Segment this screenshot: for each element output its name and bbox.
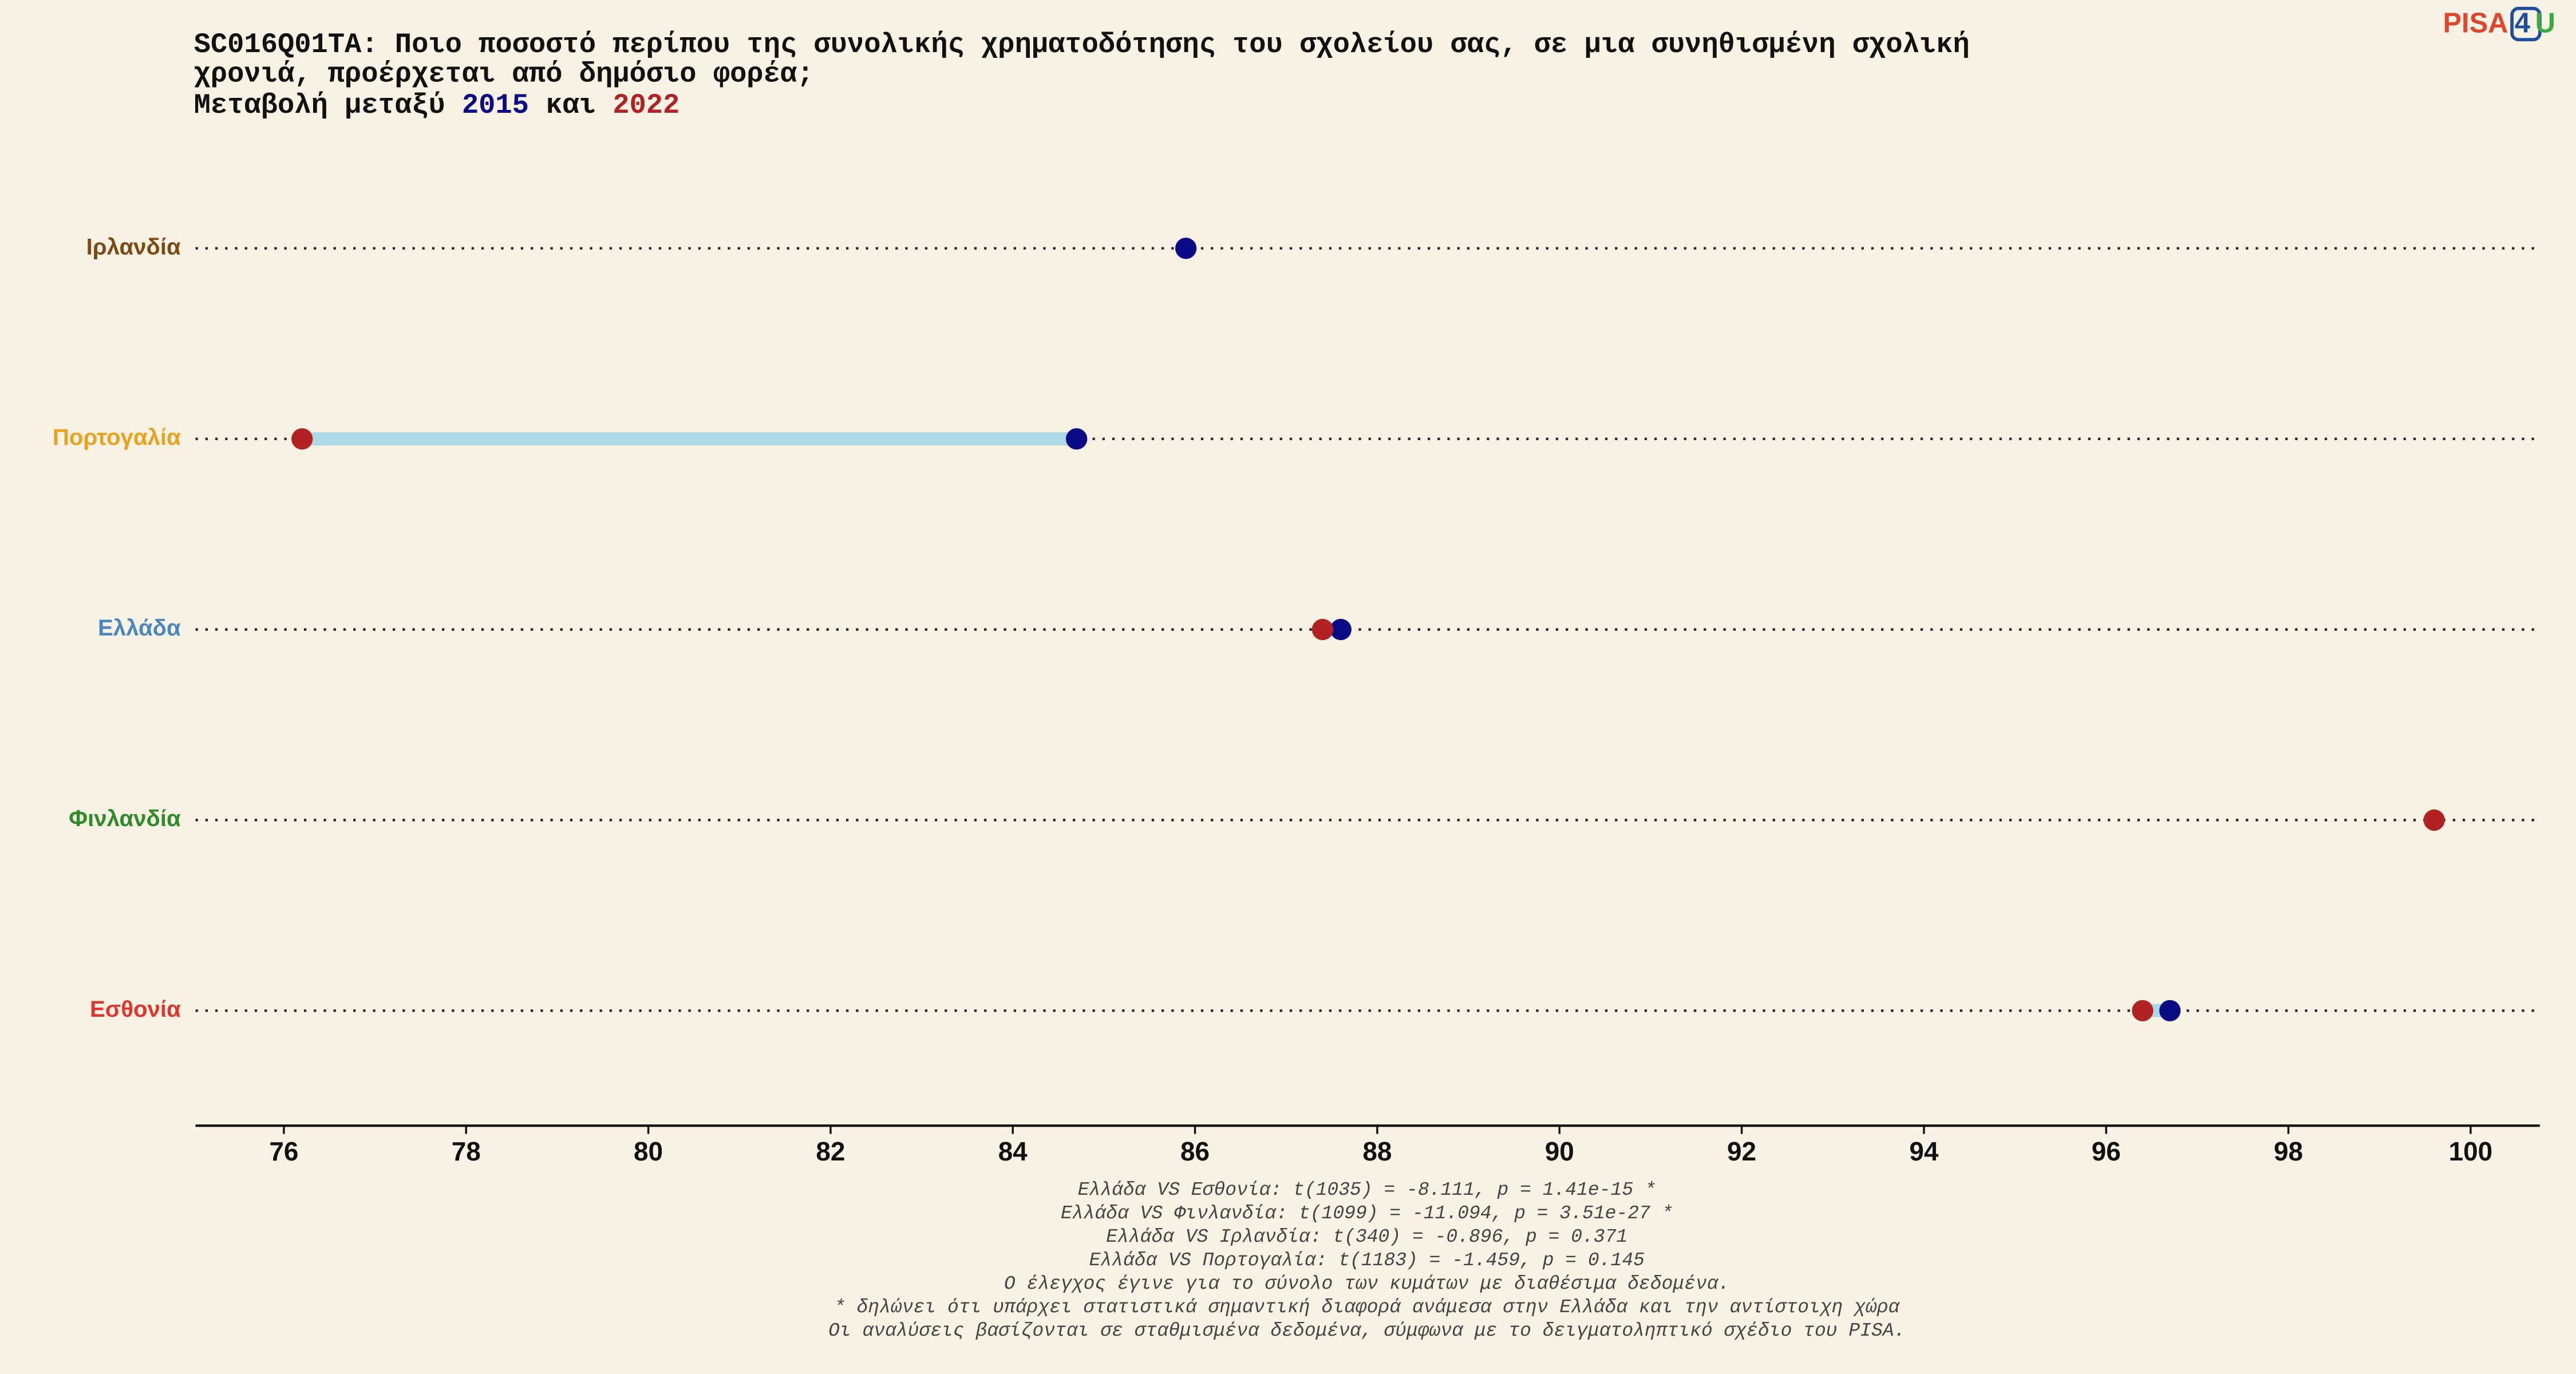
dot <box>291 428 313 450</box>
category-label: Εσθονία <box>90 996 181 1022</box>
dot <box>2132 1000 2154 1022</box>
footnote: Ο έλεγχος έγινε για το σύνολο των κυμάτω… <box>1004 1273 1729 1294</box>
footnote: Ελλάδα VS Εσθονία: t(1035) = -8.111, p =… <box>1078 1179 1656 1201</box>
x-tick-label: 92 <box>1727 1136 1756 1166</box>
x-tick-label: 80 <box>634 1136 663 1166</box>
dot <box>2423 809 2445 831</box>
dot <box>1311 618 1334 641</box>
chart-subtitle: Μεταβολή μεταξύ 2015 και 2022 <box>194 89 680 121</box>
dot <box>1175 238 1197 259</box>
footnote: * δηλώνει ότι υπάρχει στατιστικά σημαντι… <box>834 1297 1901 1318</box>
category-label: Πορτογαλία <box>53 424 181 450</box>
chart-title: χρονιά, προέρχεται από δημόσιο φορέα; <box>194 58 814 90</box>
x-tick-label: 84 <box>998 1136 1028 1166</box>
x-tick-label: 98 <box>2274 1136 2303 1166</box>
x-tick-label: 96 <box>2092 1136 2121 1166</box>
logo-text: 4 <box>2515 7 2530 38</box>
category-label: Φινλανδία <box>69 806 181 831</box>
footnote: Οι αναλύσεις βασίζονται σε σταθμισμένα δ… <box>828 1320 1905 1341</box>
x-tick-label: 90 <box>1545 1136 1574 1166</box>
footnote: Ελλάδα VS Φινλανδία: t(1099) = -11.094, … <box>1061 1203 1673 1224</box>
x-tick-label: 78 <box>452 1136 481 1166</box>
legend-entry: 2022 <box>613 89 679 121</box>
category-label: Ιρλανδία <box>86 234 181 259</box>
dot <box>2159 1000 2181 1022</box>
x-tick-label: 100 <box>2449 1136 2493 1166</box>
subtitle-text: και <box>546 89 596 121</box>
chart-title: SC016Q01TA: Ποιο ποσοστό περίπου της συν… <box>194 29 1970 61</box>
x-tick-label: 86 <box>1180 1136 1210 1166</box>
x-tick-label: 76 <box>269 1136 298 1166</box>
x-tick-label: 88 <box>1362 1136 1392 1166</box>
x-tick-label: 82 <box>816 1136 845 1166</box>
footnote: Ελλάδα VS Ιρλανδία: t(340) = -0.896, p =… <box>1106 1226 1627 1247</box>
logo-text: PISA <box>2443 7 2508 38</box>
dot <box>1065 428 1088 450</box>
subtitle-text: Μεταβολή μεταξύ <box>194 89 445 121</box>
legend-entry: 2015 <box>462 89 529 121</box>
footnote: Ελλάδα VS Πορτογαλία: t(1183) = -1.459, … <box>1089 1250 1645 1271</box>
dot <box>1330 618 1352 641</box>
x-tick-label: 94 <box>1909 1136 1939 1166</box>
logo-text: U <box>2535 7 2555 38</box>
category-label: Ελλάδα <box>98 615 181 641</box>
logo: PISA 4 U <box>2443 7 2555 38</box>
logo-box <box>2510 6 2542 42</box>
